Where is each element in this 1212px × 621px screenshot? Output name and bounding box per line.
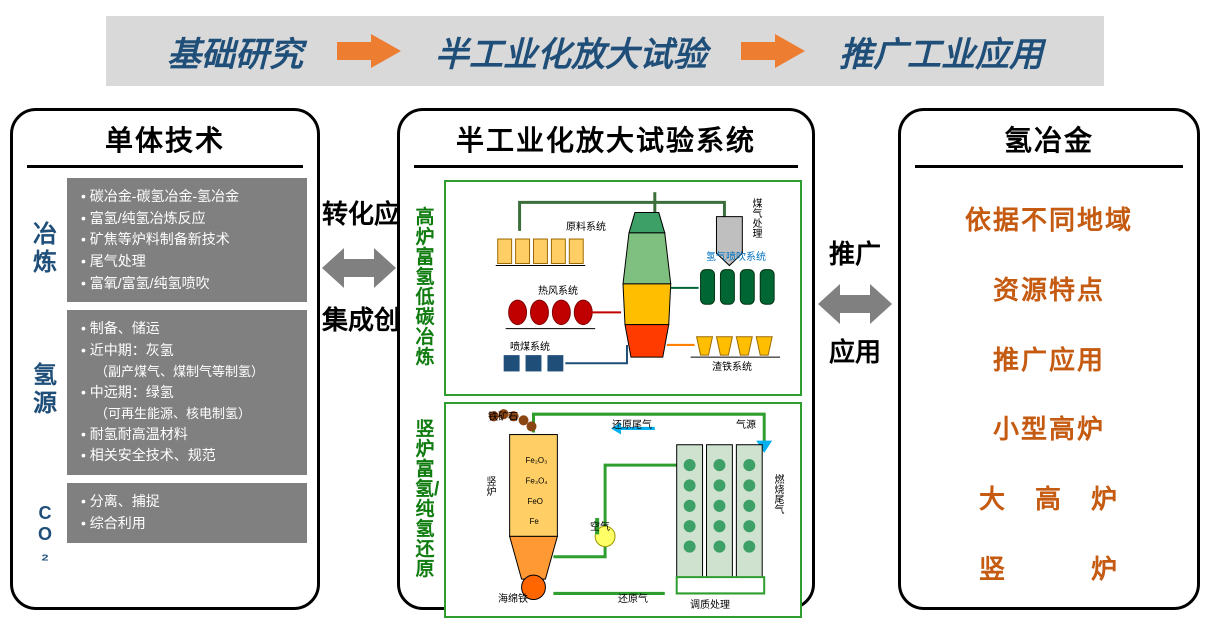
sys-label: 还原气	[618, 590, 648, 605]
sys-label: 热风系统	[538, 282, 578, 297]
right-line: 小型高炉	[993, 409, 1105, 446]
svg-text:Fe₃O₄: Fe₃O₄	[526, 476, 548, 485]
list-item: 富氢/纯氢冶炼反应	[81, 208, 297, 230]
sys-label: 气源	[736, 416, 756, 431]
conn-label: 推广	[818, 240, 892, 270]
banner-arrow-icon	[337, 34, 401, 68]
list-item: 中远期：绿氢	[81, 382, 297, 404]
sys-label: 海绵铁	[498, 590, 528, 605]
cat-co2: CO₂	[38, 503, 52, 565]
sys-label: 氢气喷吹系统	[706, 248, 766, 263]
double-arrow-icon	[818, 282, 892, 326]
banner-arrow-icon	[741, 34, 805, 68]
sys-label: 渣铁系统	[712, 358, 752, 373]
right-line: 依据不同地域	[965, 200, 1133, 237]
sys-label: 空气	[590, 518, 610, 533]
list-item: 近中期：灰氢	[81, 340, 297, 362]
list-item: 综合利用	[81, 513, 297, 535]
panel-title: 氢冶金	[915, 119, 1183, 168]
conn-label: 集成创新	[322, 306, 396, 336]
sys-label: 煤气处理	[748, 198, 763, 238]
connector-left: 转化应用 集成创新	[322, 200, 396, 336]
vlabel-bf: 高炉富氢低碳冶炼	[415, 208, 435, 368]
sys-label: 燃烧尾气	[770, 474, 785, 514]
schema-shaft-furnace: Fe₂O₃ Fe₃O₄ FeO Fe	[444, 402, 802, 618]
sys-label: 铁矿石	[488, 408, 518, 423]
svg-text:Fe: Fe	[530, 517, 540, 526]
stage-banner: 基础研究 半工业化放大试验 推广工业应用	[106, 16, 1104, 86]
group-co2: 分离、捕捉 综合利用	[67, 483, 307, 542]
right-line: 竖 炉	[979, 549, 1119, 586]
list-item: 碳冶金-碳氢冶金-氢冶金	[81, 186, 297, 208]
right-line: 大 高 炉	[979, 479, 1119, 516]
panel-title: 单体技术	[27, 119, 303, 168]
panel-h2-metallurgy: 氢冶金 依据不同地域 资源特点 推广应用 小型高炉 大 高 炉 竖 炉	[898, 108, 1200, 610]
conn-label: 应用	[818, 338, 892, 368]
list-item: 相关安全技术、规范	[81, 445, 297, 467]
sys-label: 原料系统	[566, 218, 606, 233]
stage-1: 基础研究	[167, 27, 303, 76]
panel-unit-tech: 单体技术 冶炼 氢源 CO₂ 碳冶金-碳氢冶金-氢冶金 富氢/纯氢冶炼反应 矿焦…	[10, 108, 320, 610]
list-item: 矿焦等炉料制备新技术	[81, 229, 297, 251]
vlabel-shaft: 竖炉富氢/纯氢还原	[415, 420, 435, 580]
sys-label: 竖炉	[482, 476, 497, 496]
list-item: 制备、储运	[81, 318, 297, 340]
panel-semi-industrial: 半工业化放大试验系统 高炉富氢低碳冶炼 竖炉富氢/纯氢还原	[397, 108, 815, 610]
list-item: 尾气处理	[81, 251, 297, 273]
group-smelting: 碳冶金-碳氢冶金-氢冶金 富氢/纯氢冶炼反应 矿焦等炉料制备新技术 尾气处理 富…	[67, 178, 307, 302]
conn-label: 转化应用	[322, 200, 396, 230]
svg-text:Fe₂O₃: Fe₂O₃	[526, 456, 548, 465]
sys-label: 调质处理	[690, 596, 730, 611]
svg-text:FeO: FeO	[528, 497, 543, 506]
right-line: 资源特点	[993, 270, 1105, 307]
group-hydrogen: 制备、储运 近中期：灰氢 （副产煤气、煤制气等制氢） 中远期：绿氢 （可再生能源…	[67, 310, 307, 475]
list-item: （副产煤气、煤制气等制氢）	[81, 362, 297, 382]
cat-smelting: 冶炼	[33, 221, 57, 276]
double-arrow-icon	[322, 246, 396, 290]
sys-label: 还原尾气	[612, 416, 652, 431]
stage-2: 半工业化放大试验	[435, 27, 707, 76]
sys-label: 喷煤系统	[510, 338, 550, 353]
cat-hydrogen: 氢源	[33, 362, 57, 417]
right-line: 推广应用	[993, 340, 1105, 377]
list-item: （可再生能源、核电制氢）	[81, 404, 297, 424]
list-item: 分离、捕捉	[81, 491, 297, 513]
stage-3: 推广工业应用	[839, 27, 1043, 76]
list-item: 富氧/富氢/纯氢喷吹	[81, 273, 297, 295]
panel-title: 半工业化放大试验系统	[414, 119, 798, 168]
connector-right: 推广 应用	[818, 240, 892, 368]
schema-blast-furnace: 原料系统 煤气处理 氢气喷吹系统 热风系统 喷煤系统 渣铁系统	[444, 180, 802, 396]
list-item: 耐氢耐高温材料	[81, 424, 297, 446]
